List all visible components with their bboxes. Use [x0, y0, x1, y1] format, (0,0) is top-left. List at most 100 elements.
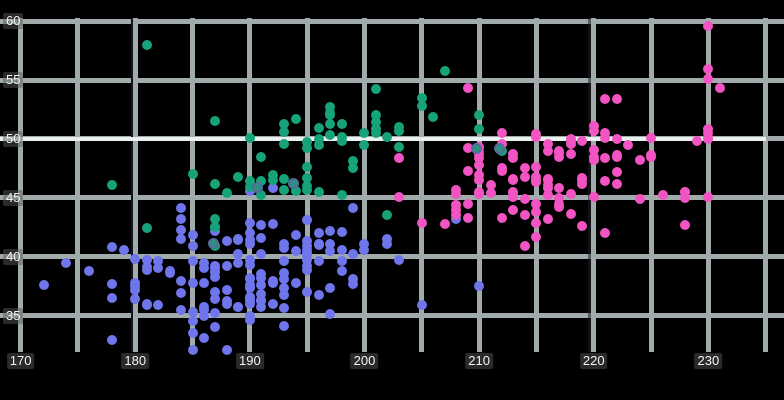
scatter-point-ringed[interactable] [471, 142, 483, 154]
scatter-point-green[interactable] [267, 170, 278, 181]
scatter-point-green[interactable] [359, 128, 370, 139]
scatter-point-pink[interactable] [577, 178, 588, 189]
scatter-point-blue[interactable] [267, 183, 278, 194]
scatter-point-pink[interactable] [588, 151, 599, 162]
scatter-point-pink[interactable] [565, 149, 576, 160]
scatter-point-pink[interactable] [474, 175, 485, 186]
scatter-point-blue[interactable] [279, 268, 290, 279]
scatter-point-pink[interactable] [588, 144, 599, 155]
scatter-point-blue[interactable] [210, 322, 221, 333]
scatter-point-blue[interactable] [256, 279, 267, 290]
scatter-point-blue[interactable] [176, 276, 187, 287]
scatter-point-pink[interactable] [519, 163, 530, 174]
scatter-point-green[interactable] [210, 178, 221, 189]
scatter-point-green[interactable] [359, 139, 370, 150]
scatter-point-blue[interactable] [221, 344, 232, 355]
scatter-point-pink[interactable] [519, 193, 530, 204]
scatter-point-green[interactable] [382, 131, 393, 142]
scatter-point-pink[interactable] [565, 136, 576, 147]
scatter-point-blue[interactable] [393, 255, 404, 266]
scatter-point-pink[interactable] [691, 136, 702, 147]
scatter-point-green[interactable] [428, 111, 439, 122]
scatter-point-blue[interactable] [336, 244, 347, 255]
scatter-point-green[interactable] [336, 190, 347, 201]
scatter-point-green[interactable] [279, 118, 290, 129]
scatter-point-blue[interactable] [233, 249, 244, 260]
scatter-point-pink[interactable] [531, 198, 542, 209]
scatter-point-green[interactable] [141, 39, 152, 50]
scatter-point-blue[interactable] [416, 299, 427, 310]
scatter-point-green[interactable] [279, 184, 290, 195]
scatter-point-blue[interactable] [279, 274, 290, 284]
scatter-point-pink[interactable] [497, 212, 508, 223]
scatter-point-blue[interactable] [279, 303, 290, 314]
scatter-point-green[interactable] [313, 123, 324, 134]
scatter-point-pink[interactable] [474, 186, 485, 197]
scatter-point-pink[interactable] [542, 183, 553, 194]
scatter-point-pink[interactable] [462, 198, 473, 209]
scatter-point-green[interactable] [256, 151, 267, 162]
scatter-point-pink[interactable] [542, 145, 553, 156]
scatter-point-pink[interactable] [519, 171, 530, 182]
scatter-point-green[interactable] [325, 118, 336, 129]
scatter-point-pink[interactable] [542, 175, 553, 186]
scatter-point-blue[interactable] [279, 290, 290, 301]
scatter-point-pink[interactable] [542, 190, 553, 201]
scatter-point-pink[interactable] [680, 192, 691, 203]
scatter-point-blue[interactable] [187, 277, 198, 288]
scatter-point-green[interactable] [370, 117, 381, 128]
scatter-point-pink[interactable] [588, 191, 599, 202]
scatter-point-blue[interactable] [359, 244, 370, 255]
scatter-point-pink[interactable] [451, 189, 462, 200]
scatter-point-pink[interactable] [474, 152, 485, 163]
scatter-point-pink[interactable] [531, 217, 542, 228]
scatter-point-pink[interactable] [588, 120, 599, 131]
scatter-point-pink[interactable] [611, 150, 622, 161]
scatter-point-blue[interactable] [474, 281, 485, 292]
scatter-point-blue[interactable] [336, 256, 347, 267]
scatter-point-pink[interactable] [508, 204, 519, 215]
scatter-point-pink[interactable] [508, 173, 519, 184]
scatter-point-green[interactable] [348, 156, 359, 167]
scatter-point-blue[interactable] [199, 263, 210, 274]
scatter-point-green[interactable] [290, 185, 301, 196]
scatter-point-green[interactable] [302, 172, 313, 183]
scatter-point-pink[interactable] [531, 206, 542, 217]
scatter-point-pink[interactable] [451, 199, 462, 210]
scatter-point-blue[interactable] [244, 228, 255, 239]
scatter-point-green[interactable] [244, 182, 255, 193]
scatter-point-green[interactable] [325, 102, 336, 113]
scatter-point-blue[interactable] [244, 235, 255, 246]
scatter-point-blue[interactable] [256, 269, 267, 280]
scatter-point-blue[interactable] [141, 264, 152, 275]
scatter-point-blue[interactable] [199, 304, 210, 315]
scatter-point-green[interactable] [107, 179, 118, 190]
scatter-point-blue[interactable] [267, 298, 278, 309]
scatter-point-blue[interactable] [176, 203, 187, 214]
scatter-point-blue[interactable] [38, 279, 49, 290]
scatter-point-pink[interactable] [485, 188, 496, 199]
scatter-point-blue[interactable] [176, 213, 187, 224]
scatter-point-pink[interactable] [474, 170, 485, 181]
scatter-point-green[interactable] [233, 171, 244, 182]
scatter-point-pink[interactable] [462, 212, 473, 223]
scatter-point-blue[interactable] [187, 230, 198, 241]
scatter-point-blue[interactable] [256, 296, 267, 307]
scatter-point-blue[interactable] [279, 243, 290, 254]
scatter-point-pink[interactable] [462, 143, 473, 154]
scatter-point-green[interactable] [348, 163, 359, 174]
scatter-point-blue[interactable] [61, 257, 72, 268]
scatter-point-pink[interactable] [554, 151, 565, 162]
scatter-point-blue[interactable] [325, 238, 336, 249]
scatter-point-pink[interactable] [485, 179, 496, 190]
scatter-point-pink[interactable] [703, 132, 714, 143]
scatter-point-blue[interactable] [153, 299, 164, 310]
scatter-point-blue[interactable] [336, 265, 347, 276]
scatter-point-pink[interactable] [531, 162, 542, 173]
scatter-point-pink[interactable] [703, 73, 714, 84]
scatter-point-pink[interactable] [393, 152, 404, 163]
scatter-point-green[interactable] [210, 222, 221, 233]
scatter-point-green[interactable] [279, 173, 290, 184]
scatter-point-pink[interactable] [519, 210, 530, 221]
scatter-point-pink[interactable] [703, 20, 714, 31]
